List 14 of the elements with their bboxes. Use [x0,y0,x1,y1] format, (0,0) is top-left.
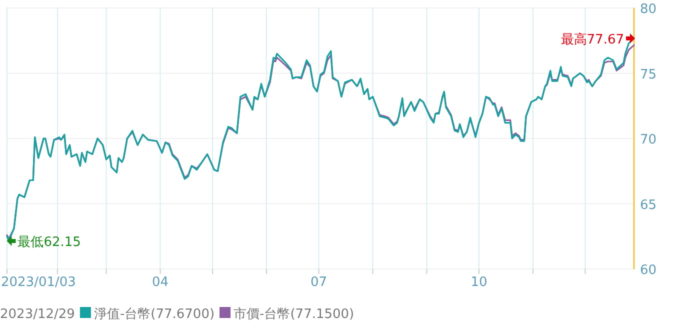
legend-title: 2023/12/29 [0,307,75,322]
y-tick-label: 60 [640,263,657,278]
x-tick-label: 2023/01/03 [1,275,76,290]
annotation: 最高77.67 [560,31,624,48]
x-tick-label: 10 [470,275,488,290]
x-tick-label: 07 [310,275,328,290]
y-tick-label: 75 [640,67,657,82]
y-tick-label: 70 [640,132,657,148]
annotation: 最低62.15 [18,234,81,250]
y-tick-label: 65 [640,198,657,213]
legend-label: 市價-台幣(77.1500) [234,307,354,322]
legend-label: 淨值-台幣(77.6700) [94,307,215,322]
x-tick-label: 04 [152,275,169,290]
y-tick-label: 80 [640,2,657,17]
